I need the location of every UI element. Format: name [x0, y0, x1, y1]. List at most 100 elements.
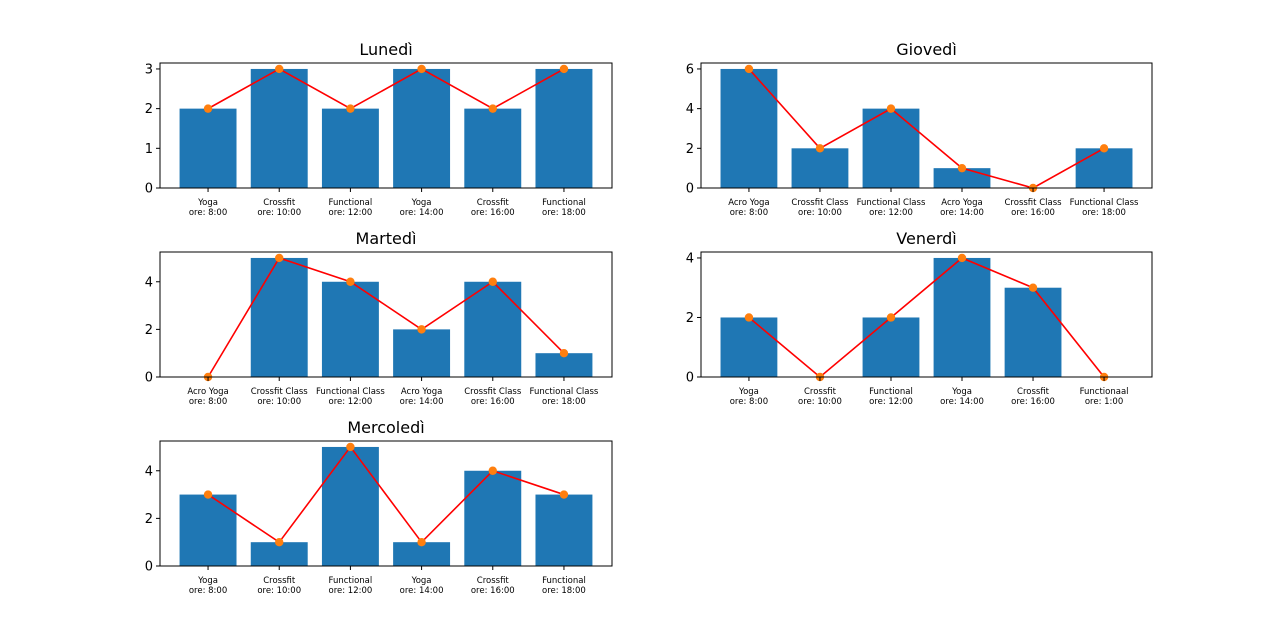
xtick-label-1-6: Functional ore: 18:00: [542, 198, 586, 218]
ytick-label-5-2: 2: [145, 512, 153, 527]
point-3-5: [488, 277, 497, 286]
bar-5-4: [393, 542, 451, 566]
point-2-2: [815, 144, 825, 153]
point-1-6: [559, 64, 569, 74]
point-5-2: [275, 537, 284, 547]
subplot-5: 0 2 4 Yoga ore: 8:00 Crossfit ore: 10:00 Functi…: [145, 418, 613, 596]
point-1-3: [346, 104, 355, 113]
xtick-label-4-5: Crossfit ore: 16:00: [1011, 387, 1055, 407]
xtick-label-2-6: Functional Class ore: 18:00: [1070, 198, 1139, 218]
axes-frame-4: [700, 251, 1153, 378]
bar-1-2: [250, 68, 308, 188]
series-line-1: [207, 68, 565, 110]
bar-3-3: [321, 281, 379, 377]
point-1-2: [275, 64, 284, 74]
xtick-label-3-2: Crossfit Class ore: 10:00: [251, 387, 309, 407]
xtick-label-1-5: Crossfit ore: 16:00: [471, 198, 515, 218]
series-line-2: [748, 68, 1105, 189]
xtick-label-4-4: Yoga ore: 14:00: [940, 387, 984, 407]
point-4-5: [1028, 283, 1038, 292]
xtick-label-3-5: Crossfit Class ore: 16:00: [464, 387, 522, 407]
xtick-label-5-1: Yoga ore: 8:00: [189, 576, 227, 596]
bar-4-3: [862, 317, 920, 377]
ytick-label-5-1: 0: [145, 560, 153, 575]
point-3-4: [417, 325, 426, 334]
series-line-4: [748, 257, 1105, 379]
ytick-label-3-1: 0: [145, 371, 153, 386]
xtick-label-5-5: Crossfit ore: 16:00: [471, 576, 515, 596]
bar-5-1: [179, 494, 237, 566]
point-3-3: [346, 277, 355, 286]
point-4-3: [886, 313, 896, 322]
subplot-3: 0 2 4 Acro Yoga ore: 8:00 Crossfit Class ore: …: [145, 229, 613, 407]
point-2-4: [957, 163, 967, 173]
axes-frame-1: [159, 62, 613, 189]
point-2-3: [886, 104, 896, 113]
xtick-label-1-2: Crossfit ore: 10:00: [257, 198, 301, 218]
xtick-label-4-1: Yoga ore: 8:00: [730, 387, 768, 407]
bar-1-5: [464, 108, 522, 188]
subplot-2: 0 2 4 6 Acro Yoga ore: 8:00 Crossfit Class ore:…: [686, 40, 1153, 218]
bar-2-2: [791, 148, 849, 188]
series-line-5: [207, 445, 565, 544]
ytick-label-2-4: 6: [686, 62, 694, 77]
axes-frame-3: [159, 251, 613, 378]
subplot-title-2: Giovedì: [896, 40, 957, 59]
point-3-6: [559, 348, 569, 358]
point-4-4: [957, 253, 967, 263]
bar-1-6: [535, 68, 593, 188]
point-4-1: [744, 313, 754, 322]
bar-2-6: [1075, 148, 1133, 188]
ytick-label-1-1: 0: [145, 182, 153, 197]
axes-frame-2: [700, 62, 1153, 189]
subplot-title-4: Venerdì: [896, 229, 956, 248]
ytick-label-1-3: 2: [145, 102, 153, 117]
xtick-label-4-2: Crossfit ore: 10:00: [798, 387, 842, 407]
bar-2-4: [933, 168, 991, 188]
bar-5-5: [464, 470, 522, 566]
ytick-label-4-1: 0: [686, 371, 694, 386]
bar-3-2: [250, 257, 308, 377]
ytick-label-2-3: 4: [686, 102, 694, 117]
bar-3-6: [535, 353, 593, 377]
axes-frame-5: [159, 440, 613, 567]
bar-4-5: [1004, 287, 1062, 377]
point-3-2: [275, 253, 284, 263]
bar-3-5: [464, 281, 522, 377]
point-5-4: [417, 537, 426, 547]
xtick-label-5-6: Functional ore: 18:00: [542, 576, 586, 596]
bar-4-1: [720, 317, 778, 377]
bar-1-3: [321, 108, 379, 188]
ytick-label-5-3: 4: [145, 464, 153, 479]
bar-1-1: [179, 108, 237, 188]
bar-1-4: [393, 68, 451, 188]
ytick-label-2-1: 0: [686, 182, 694, 197]
bar-2-3: [862, 108, 920, 188]
xtick-label-1-1: Yoga ore: 8:00: [189, 198, 227, 218]
xtick-label-4-6: Functionaal ore: 1:00: [1080, 387, 1129, 407]
xtick-label-5-4: Yoga ore: 14:00: [400, 576, 444, 596]
subplot-1: 0 1 2 3 Yoga ore: 8:00 Crossfit ore: 10:00 Funct…: [145, 40, 613, 218]
xtick-label-2-5: Crossfit Class ore: 16:00: [1005, 198, 1063, 218]
xtick-label-2-1: Acro Yoga ore: 8:00: [728, 198, 769, 218]
point-1-4: [417, 64, 426, 74]
point-5-5: [488, 466, 497, 475]
xtick-label-2-2: Crossfit Class ore: 10:00: [791, 198, 849, 218]
point-1-1: [203, 104, 213, 113]
xtick-label-3-1: Acro Yoga ore: 8:00: [187, 387, 228, 407]
subplot-4: 0 2 4 Yoga ore: 8:00 Crossfit ore: 10:00 Functi…: [686, 229, 1153, 407]
xtick-label-5-3: Functional ore: 12:00: [329, 576, 373, 596]
bar-4-4: [933, 257, 991, 377]
subplot-title-5: Mercoledì: [347, 418, 424, 437]
xtick-label-2-3: Functional Class ore: 12:00: [857, 198, 926, 218]
ytick-label-4-3: 4: [686, 251, 694, 266]
bar-2-1: [720, 68, 778, 188]
point-2-6: [1099, 144, 1109, 153]
subplot-title-1: Lunedì: [359, 40, 412, 59]
bar-3-4: [393, 329, 451, 377]
point-2-1: [744, 64, 754, 74]
xtick-label-3-4: Acro Yoga ore: 14:00: [400, 387, 444, 407]
series-line-3: [207, 256, 565, 378]
xtick-label-2-4: Acro Yoga ore: 14:00: [940, 198, 984, 218]
xtick-label-1-3: Functional ore: 12:00: [329, 198, 373, 218]
